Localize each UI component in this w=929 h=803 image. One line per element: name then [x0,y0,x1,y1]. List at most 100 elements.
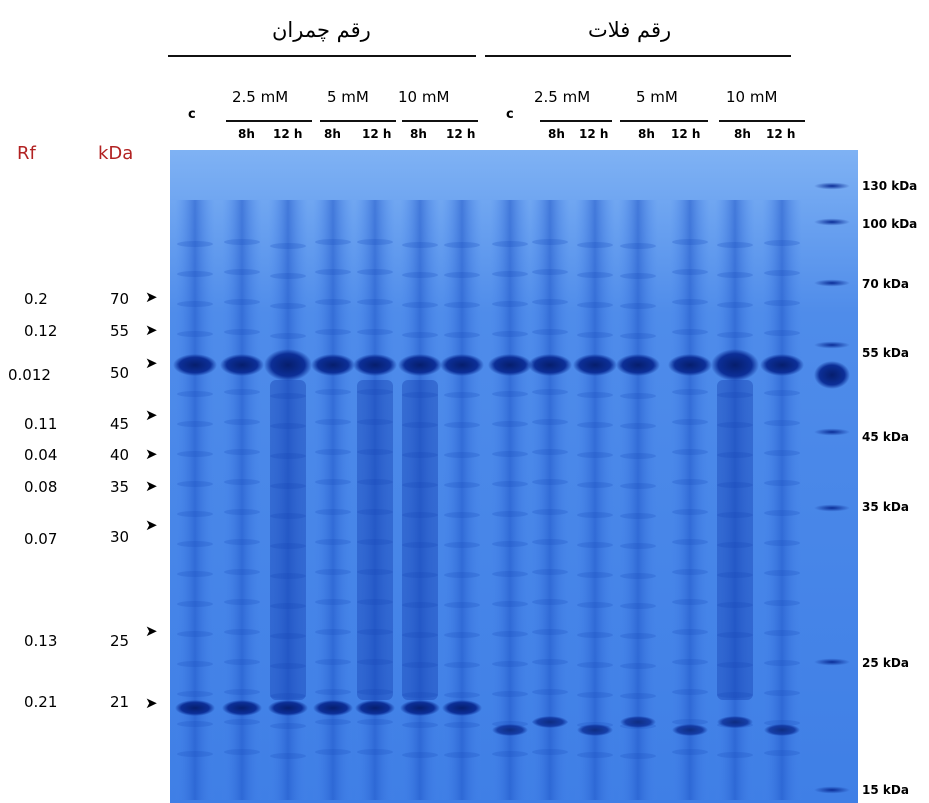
gel-smear [672,599,708,605]
gel-smear [577,632,613,638]
gel-smear [357,299,393,305]
gel-smear [577,752,613,758]
gel-band [220,354,264,376]
marker-label: 130 kDa [862,179,918,193]
gel-smear [402,602,438,608]
gel-smear [577,392,613,398]
gel-smear [444,482,480,488]
gel-smear [764,750,800,756]
gel-smear [444,452,480,458]
gel-smear [402,572,438,578]
gel-smear [444,332,480,338]
gel-smear [620,423,656,429]
gel-smear [620,573,656,579]
time-label: 8h [638,127,655,141]
arrow-right-icon: ➤ [145,622,158,640]
gel-smear [672,389,708,395]
gel-smear [717,482,753,488]
gel-lane [618,200,658,800]
gel-smear [315,569,351,575]
kda-value: 55 [110,322,130,340]
gel-lane [715,200,755,800]
gel-smear [357,449,393,455]
marker-label: 25 kDa [862,656,909,670]
gel-smear [672,299,708,305]
gel-smear [402,380,438,700]
conc-rule-10mm-1 [402,120,478,122]
gel-smear [620,273,656,279]
gel-smear [270,513,306,519]
gel-smear [532,449,568,455]
gel-smear [270,573,306,579]
gel-smear [717,542,753,548]
gel-smear [402,242,438,248]
gel-smear [224,539,260,545]
gel-smear [177,601,213,607]
gel-smear [672,749,708,755]
gel-smear [672,569,708,575]
gel-smear [492,601,528,607]
gel-smear [315,269,351,275]
gel-smear [224,719,260,725]
marker-band [814,218,850,226]
gel-smear [444,302,480,308]
gel-band [620,716,656,728]
gel-smear [177,721,213,727]
gel-smear [315,239,351,245]
gel-smear [532,659,568,665]
marker-label: 35 kDa [862,500,909,514]
gel-band [764,724,800,736]
gel-smear [402,332,438,338]
gel-smear [672,269,708,275]
rf-value: 0.012 [8,366,51,384]
gel-smear [357,569,393,575]
gel-smear [672,479,708,485]
rf-header: Rf [17,143,36,164]
gel-smear [672,689,708,695]
gel-smear [270,393,306,399]
gel-lane [670,200,710,800]
gel-band [532,716,568,728]
gel-smear [620,753,656,759]
arrow-right-icon: ➤ [145,694,158,712]
gel-smear [492,481,528,487]
gel-smear [620,303,656,309]
gel-smear [357,599,393,605]
gel-smear [532,569,568,575]
gel-smear [764,600,800,606]
gel-smear [270,753,306,759]
arrow-right-icon: ➤ [145,516,158,534]
gel-smear [357,239,393,245]
kda-value: 45 [110,415,130,433]
gel-smear [444,512,480,518]
gel-band [577,724,613,736]
time-label: 8h [324,127,341,141]
rf-value: 0.2 [24,290,48,308]
conc-label-2-5mm-2: 2.5 mM [534,88,591,106]
gel-smear [402,422,438,428]
rf-value: 0.11 [24,415,58,433]
gel-smear [224,329,260,335]
gel-smear [717,332,753,338]
gel-smear [717,380,753,700]
gel-smear [620,483,656,489]
gel-smear [444,722,480,728]
gel-smear [177,571,213,577]
gel-smear [402,392,438,398]
conc-rule-5mm-1 [320,120,396,122]
gel-smear [577,542,613,548]
gel-smear [577,602,613,608]
conc-label-5mm-1: 5 mM [327,88,369,106]
gel-smear [672,719,708,725]
gel-smear [672,629,708,635]
gel-smear [492,271,528,277]
gel-smear [672,419,708,425]
time-label: 12 h [579,127,609,141]
gel-smear [357,539,393,545]
arrow-right-icon: ➤ [145,445,158,463]
gel-smear [315,329,351,335]
gel-smear [672,659,708,665]
gel-smear [764,540,800,546]
gel-smear [270,380,306,700]
gel-smear [224,629,260,635]
